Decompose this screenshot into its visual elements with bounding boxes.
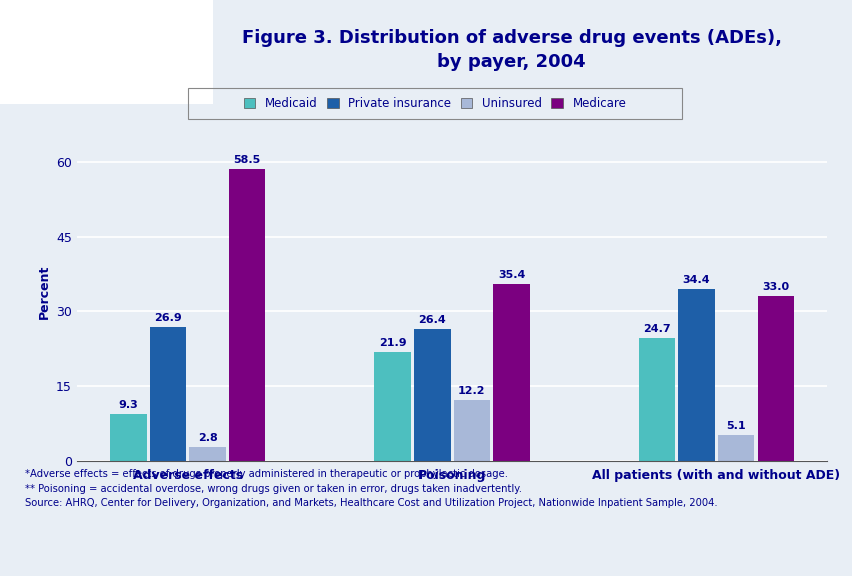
Text: 35.4: 35.4 [498,271,525,281]
Legend: Medicaid, Private insurance, Uninsured, Medicare: Medicaid, Private insurance, Uninsured, … [239,92,630,115]
Bar [228,169,265,461]
Text: 34.4: 34.4 [682,275,710,286]
Text: 9.3: 9.3 [118,400,138,411]
Bar [110,415,147,461]
Bar [189,447,226,461]
Text: 2.8: 2.8 [198,433,217,443]
Bar [677,290,714,461]
Bar [453,400,490,461]
Text: 58.5: 58.5 [233,156,261,165]
Y-axis label: Percent: Percent [37,264,50,319]
Bar [413,329,450,461]
Bar [374,352,411,461]
Text: Figure 3. Distribution of adverse drug events (ADEs),
by payer, 2004: Figure 3. Distribution of adverse drug e… [241,29,781,71]
Bar [0,0,213,104]
Text: 21.9: 21.9 [378,338,406,348]
Bar [150,327,186,461]
Bar [492,285,529,461]
Text: 26.9: 26.9 [154,313,181,323]
Text: 33.0: 33.0 [762,282,788,293]
Text: 24.7: 24.7 [642,324,670,334]
Bar [638,338,675,461]
Bar [717,435,753,461]
Text: *Adverse effects = effects of drugs properly administered in therapeutic or prop: *Adverse effects = effects of drugs prop… [26,469,717,509]
Bar [757,297,793,461]
Text: 12.2: 12.2 [458,386,485,396]
Text: 5.1: 5.1 [726,422,746,431]
Text: 26.4: 26.4 [417,315,446,325]
